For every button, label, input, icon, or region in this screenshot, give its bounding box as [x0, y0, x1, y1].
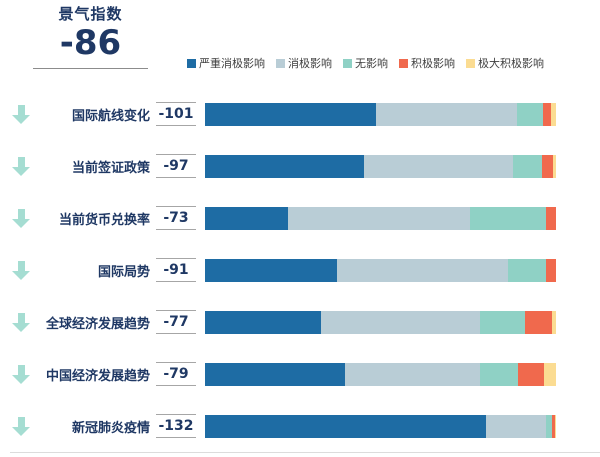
bar-segment-very-positive — [552, 154, 556, 178]
bar-segment-no-impact — [508, 258, 547, 282]
down-arrow-icon — [11, 156, 31, 176]
stacked-bar — [205, 414, 556, 438]
legend-swatch-icon — [343, 58, 352, 68]
down-arrow-icon — [11, 104, 31, 124]
bar-segment-severe-negative — [205, 362, 346, 386]
legend-item: 无影响 — [343, 55, 388, 71]
bar-segment-negative — [336, 258, 509, 282]
bar-segment-severe-negative — [205, 258, 337, 282]
down-arrow-icon — [11, 364, 31, 384]
legend-label: 无影响 — [355, 57, 388, 70]
bar-segment-negative — [364, 154, 513, 178]
factor-label: 当前货币兑换率 — [58, 212, 150, 228]
factor-row: 当前货币兑换率 -73 — [0, 192, 600, 244]
factor-label: 国际航线变化 — [71, 108, 150, 124]
bar-segment-positive — [546, 258, 556, 282]
factor-row: 新冠肺炎疫情 -132 — [0, 400, 600, 452]
down-arrow-icon — [11, 208, 31, 228]
bar-segment-severe-negative — [205, 154, 364, 178]
index-summary-block: 景气指数 -86 — [33, 3, 148, 70]
down-arrow-icon — [11, 260, 31, 280]
stacked-bar — [205, 258, 556, 282]
index-title: 景气指数 — [58, 5, 123, 23]
bar-segment-negative — [287, 206, 470, 230]
legend-label: 消极影响 — [288, 57, 332, 70]
stacked-bar — [205, 102, 556, 126]
bar-segment-severe-negative — [205, 414, 487, 438]
stacked-bar — [205, 154, 556, 178]
legend-label: 极大积极影响 — [478, 57, 544, 70]
factor-label: 当前签证政策 — [71, 160, 150, 176]
legend-item: 消极影响 — [276, 55, 332, 71]
factor-index-value: -97 — [156, 154, 196, 178]
stacked-bar — [205, 206, 556, 230]
bar-segment-no-impact — [517, 102, 543, 126]
bar-segment-negative — [375, 102, 518, 126]
legend-label: 严重消极影响 — [199, 57, 265, 70]
bar-segment-positive — [552, 414, 555, 438]
bar-segment-no-impact — [480, 362, 519, 386]
bar-segment-positive — [525, 310, 553, 334]
bar-segment-positive — [546, 206, 556, 230]
factor-label: 全球经济发展趋势 — [45, 316, 150, 332]
legend-item: 极大积极影响 — [466, 55, 544, 71]
bar-segment-severe-negative — [205, 206, 288, 230]
bar-segment-negative — [321, 310, 481, 334]
bottom-divider — [10, 452, 600, 453]
bar-segment-severe-negative — [205, 102, 376, 126]
bar-segment-no-impact — [512, 154, 542, 178]
factor-index-value: -79 — [156, 362, 196, 386]
factor-row: 全球经济发展趋势 -77 — [0, 296, 600, 348]
legend-item: 积极影响 — [399, 55, 455, 71]
factor-row: 国际航线变化 -101 — [0, 88, 600, 140]
bar-segment-positive — [542, 102, 552, 126]
down-arrow-icon — [11, 416, 31, 436]
legend-swatch-icon — [466, 58, 475, 68]
factor-index-value: -91 — [156, 258, 196, 282]
factor-label: 中国经济发展趋势 — [45, 368, 150, 384]
bar-segment-negative — [486, 414, 547, 438]
bar-segment-positive — [518, 362, 545, 386]
index-value: -86 — [33, 23, 148, 70]
bar-segment-very-positive — [551, 102, 556, 126]
legend-swatch-icon — [276, 58, 285, 68]
bar-segment-no-impact — [480, 310, 526, 334]
factor-row: 当前签证政策 -97 — [0, 140, 600, 192]
factor-index-value: -77 — [156, 310, 196, 334]
factor-index-value: -101 — [156, 102, 196, 126]
factor-label: 国际局势 — [97, 264, 150, 280]
factor-index-value: -132 — [156, 414, 196, 438]
down-arrow-icon — [11, 312, 31, 332]
bar-segment-no-impact — [546, 414, 553, 438]
legend-swatch-icon — [187, 58, 196, 68]
bar-segment-very-positive — [552, 310, 556, 334]
legend-swatch-icon — [399, 58, 408, 68]
bar-segment-positive — [541, 154, 553, 178]
bar-segment-very-positive — [544, 362, 556, 386]
factor-index-value: -73 — [156, 206, 196, 230]
factor-row: 中国经济发展趋势 -79 — [0, 348, 600, 400]
legend-item: 严重消极影响 — [187, 55, 265, 71]
bar-segment-negative — [345, 362, 481, 386]
bar-segment-very-positive — [554, 414, 556, 438]
bar-segment-no-impact — [469, 206, 547, 230]
stacked-bar — [205, 310, 556, 334]
factor-label: 新冠肺炎疫情 — [71, 420, 150, 436]
bar-segment-severe-negative — [205, 310, 322, 334]
stacked-bar — [205, 362, 556, 386]
legend: 严重消极影响 消极影响 无影响 积极影响 极大积极影响 — [187, 55, 544, 71]
legend-label: 积极影响 — [411, 57, 455, 70]
factor-row: 国际局势 -91 — [0, 244, 600, 296]
factor-rows: 国际航线变化 -101 当前签证政策 -97 当前货币兑换率 -73 国际局势 … — [0, 88, 600, 452]
